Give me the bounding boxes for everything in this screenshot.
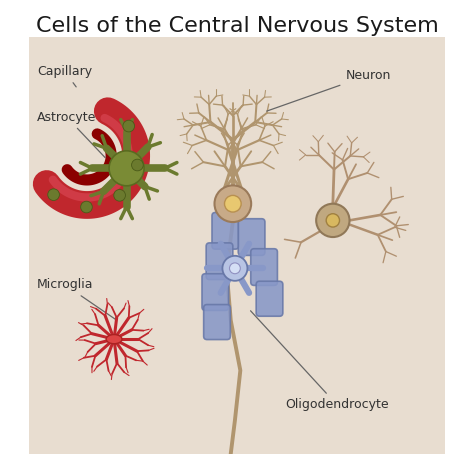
- Circle shape: [123, 120, 135, 132]
- FancyBboxPatch shape: [204, 305, 230, 339]
- Circle shape: [48, 189, 59, 200]
- Text: Astrocyte: Astrocyte: [37, 111, 105, 157]
- Circle shape: [222, 256, 247, 281]
- FancyBboxPatch shape: [251, 249, 277, 285]
- Text: Cells of the Central Nervous System: Cells of the Central Nervous System: [36, 16, 438, 36]
- Circle shape: [132, 159, 143, 171]
- Circle shape: [109, 151, 144, 186]
- Circle shape: [229, 263, 240, 274]
- Circle shape: [81, 201, 92, 213]
- FancyBboxPatch shape: [212, 213, 239, 249]
- Circle shape: [316, 204, 349, 237]
- FancyBboxPatch shape: [206, 243, 233, 280]
- Text: Capillary: Capillary: [37, 65, 92, 87]
- Circle shape: [225, 195, 241, 212]
- FancyBboxPatch shape: [256, 281, 283, 316]
- Circle shape: [326, 214, 339, 227]
- Circle shape: [114, 189, 126, 201]
- Text: Neuron: Neuron: [267, 69, 391, 111]
- Text: Microglia: Microglia: [37, 278, 116, 319]
- FancyBboxPatch shape: [238, 219, 265, 256]
- FancyBboxPatch shape: [20, 29, 454, 462]
- Text: Oligodendrocyte: Oligodendrocyte: [251, 311, 389, 411]
- FancyBboxPatch shape: [202, 274, 228, 310]
- Circle shape: [215, 185, 251, 222]
- Ellipse shape: [106, 335, 122, 344]
